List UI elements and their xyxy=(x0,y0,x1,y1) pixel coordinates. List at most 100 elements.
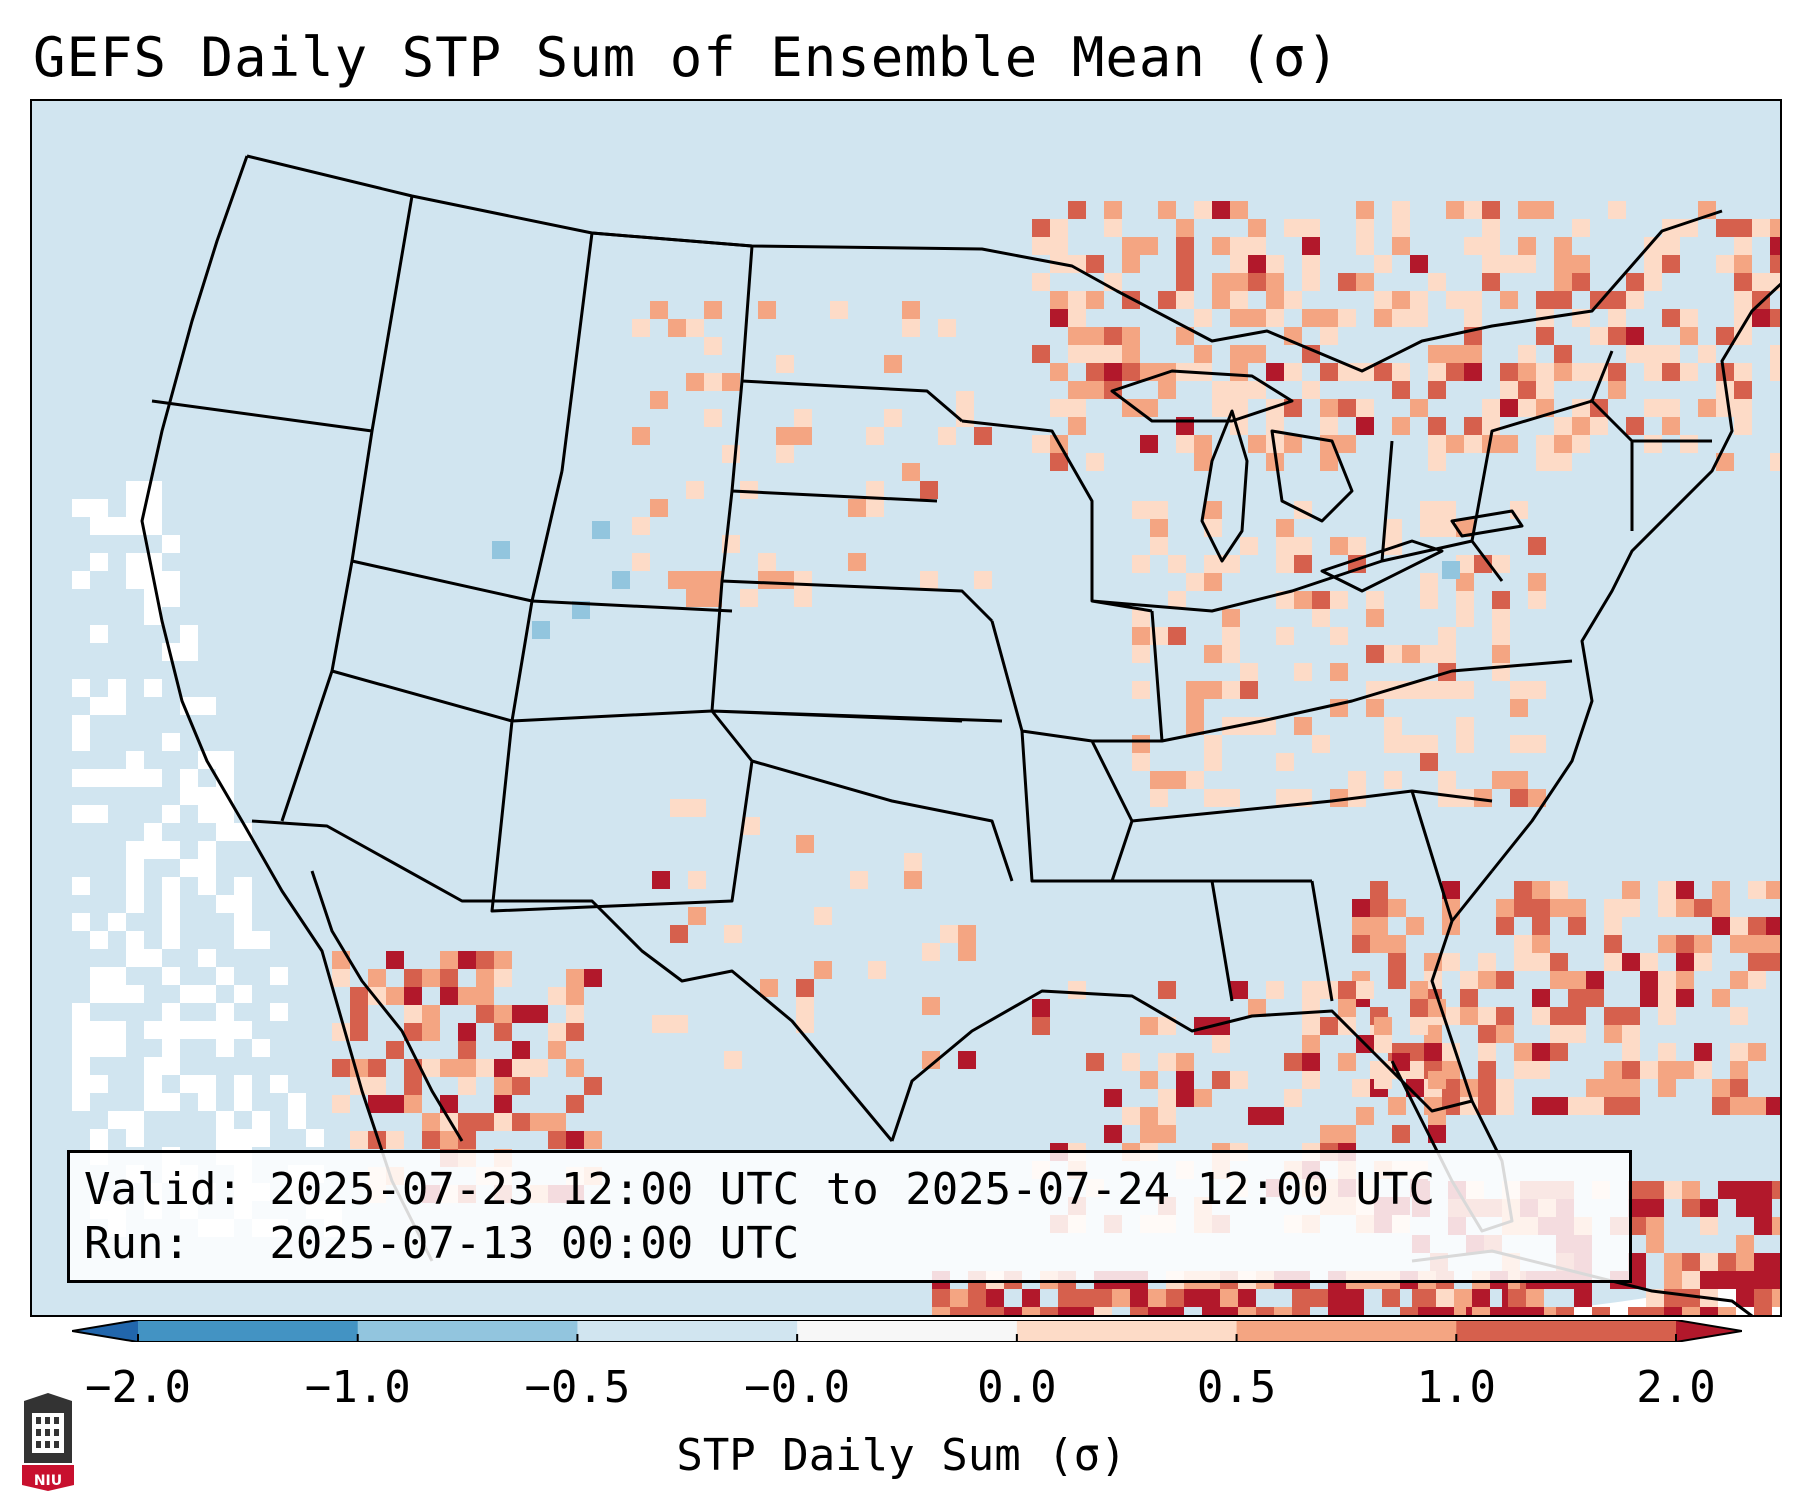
anomaly-cell xyxy=(1492,609,1510,627)
anomaly-cell xyxy=(1626,345,1644,363)
anomaly-cell xyxy=(1284,363,1302,381)
near-zero-cell xyxy=(270,1003,288,1021)
colorbar-bin xyxy=(357,1320,578,1342)
anomaly-cell xyxy=(1104,363,1122,381)
near-zero-cell xyxy=(144,841,162,859)
anomaly-cell xyxy=(1604,1007,1622,1025)
anomaly-cell xyxy=(1204,573,1222,591)
near-zero-cell xyxy=(216,1129,234,1147)
anomaly-cell xyxy=(1500,363,1518,381)
negative-cell xyxy=(592,521,610,539)
anomaly-cell xyxy=(1292,1289,1310,1307)
anomaly-cell xyxy=(1104,1089,1122,1107)
anomaly-cell xyxy=(1568,1025,1586,1043)
anomaly-cell xyxy=(1730,917,1748,935)
anomaly-cell xyxy=(1500,435,1518,453)
anomaly-cell xyxy=(776,445,794,463)
anomaly-cell xyxy=(1392,237,1410,255)
anomaly-cell xyxy=(1716,327,1734,345)
colorbar-tick-label: −0.0 xyxy=(744,1362,851,1413)
anomaly-cell xyxy=(1122,327,1140,345)
anomaly-cell xyxy=(1348,771,1366,789)
anomaly-cell xyxy=(1456,735,1474,753)
anomaly-cell xyxy=(1682,1307,1700,1315)
anomaly-cell xyxy=(1736,1289,1754,1307)
anomaly-cell xyxy=(494,1077,512,1095)
near-zero-cell xyxy=(162,895,180,913)
anomaly-cell xyxy=(1700,1199,1718,1217)
anomaly-cell xyxy=(1518,237,1536,255)
anomaly-cell xyxy=(1554,435,1572,453)
anomaly-cell xyxy=(1510,681,1528,699)
anomaly-cell xyxy=(1168,627,1186,645)
anomaly-cell xyxy=(1428,345,1446,363)
anomaly-cell xyxy=(1202,1289,1220,1307)
near-zero-cell xyxy=(234,877,252,895)
anomaly-cell xyxy=(1204,753,1222,771)
anomaly-cell xyxy=(1628,1271,1646,1289)
anomaly-cell xyxy=(1050,237,1068,255)
anomaly-cell xyxy=(458,1059,476,1077)
anomaly-cell xyxy=(1446,201,1464,219)
anomaly-cell xyxy=(1222,645,1240,663)
colorbar xyxy=(72,1320,1742,1342)
near-zero-cell xyxy=(162,967,180,985)
anomaly-cell xyxy=(1554,255,1572,273)
anomaly-cell xyxy=(1140,1125,1158,1143)
anomaly-cell xyxy=(1676,953,1694,971)
anomaly-cell xyxy=(1478,1097,1496,1115)
anomaly-cell xyxy=(404,1077,422,1095)
anomaly-cell xyxy=(1698,399,1716,417)
anomaly-cell xyxy=(1302,255,1320,273)
anomaly-cell xyxy=(1276,555,1294,573)
anomaly-cell xyxy=(1528,789,1546,807)
anomaly-cell xyxy=(1772,1271,1780,1289)
anomaly-cell xyxy=(1640,989,1658,1007)
anomaly-cell xyxy=(704,373,722,391)
anomaly-cell xyxy=(476,1113,494,1131)
near-zero-cell xyxy=(126,859,144,877)
near-zero-cell xyxy=(144,607,162,625)
anomaly-cell xyxy=(1662,417,1680,435)
anomaly-cell xyxy=(1410,1017,1428,1035)
anomaly-cell xyxy=(1478,1061,1496,1079)
anomaly-cell xyxy=(1420,735,1438,753)
anomaly-cell xyxy=(440,951,458,969)
colorbar-title: STP Daily Sum (σ) xyxy=(676,1430,1127,1481)
anomaly-cell xyxy=(332,1059,350,1077)
near-zero-cell xyxy=(108,1039,126,1057)
near-zero-cell xyxy=(108,967,126,985)
anomaly-cell xyxy=(1658,1061,1676,1079)
anomaly-cell xyxy=(920,481,938,499)
negative-cell xyxy=(612,571,630,589)
anomaly-cell xyxy=(758,571,776,589)
anomaly-cell xyxy=(422,1113,440,1131)
anomaly-cell xyxy=(1464,237,1482,255)
near-zero-cell xyxy=(162,805,180,823)
anomaly-cell xyxy=(404,987,422,1005)
anomaly-cell xyxy=(758,301,776,319)
near-zero-cell xyxy=(162,841,180,859)
anomaly-cell xyxy=(796,997,814,1015)
anomaly-cell xyxy=(724,925,742,943)
anomaly-cell xyxy=(686,571,704,589)
anomaly-cell xyxy=(1158,1089,1176,1107)
colorbar-tick-label: 0.0 xyxy=(977,1362,1057,1413)
anomaly-cell xyxy=(368,1095,386,1113)
anomaly-cell xyxy=(1388,953,1406,971)
anomaly-cell xyxy=(1240,681,1258,699)
anomaly-cell xyxy=(368,1077,386,1095)
anomaly-cell xyxy=(1230,291,1248,309)
anomaly-cell xyxy=(1266,1107,1284,1125)
anomaly-cell xyxy=(458,1023,476,1041)
anomaly-cell xyxy=(1248,381,1266,399)
anomaly-cell xyxy=(1644,363,1662,381)
near-zero-cell xyxy=(90,769,108,787)
anomaly-cell xyxy=(1418,1289,1436,1307)
anomaly-cell xyxy=(1374,309,1392,327)
anomaly-cell xyxy=(1186,699,1204,717)
anomaly-cell xyxy=(1230,273,1248,291)
anomaly-cell xyxy=(830,301,848,319)
anomaly-cell xyxy=(1406,1079,1424,1097)
anomaly-cell xyxy=(986,1289,1004,1307)
